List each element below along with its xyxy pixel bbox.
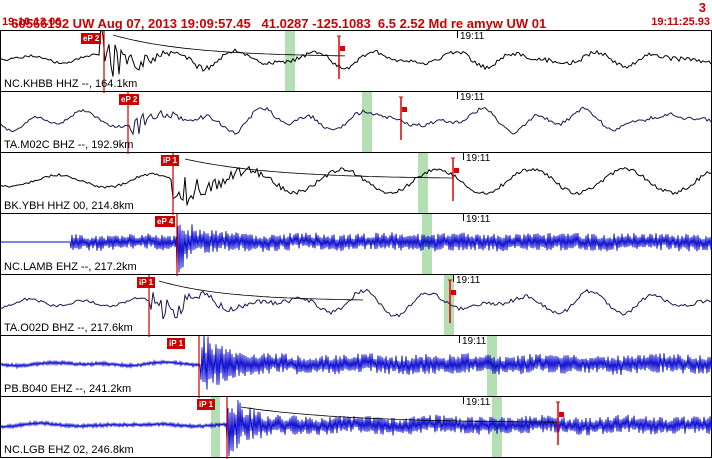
minute-tick-icon	[457, 92, 458, 99]
station-label[interactable]: NC.LAMB EHZ --, 217.2km	[4, 261, 137, 273]
coda-envelope-curve	[158, 280, 364, 301]
station-label[interactable]: BK.YBH HHZ 00, 214.8km	[4, 200, 134, 212]
coda-envelope-curve	[184, 158, 453, 179]
minute-marker: 19:11	[457, 31, 484, 42]
p-pick-label: eP 2	[81, 33, 102, 44]
event-header: 60566192 UW Aug 07, 2013 19:09:57.45 41.…	[0, 0, 712, 31]
minute-label: 19:11	[456, 275, 481, 286]
pick-window-band	[285, 31, 295, 91]
waveform[interactable]	[1, 31, 712, 93]
trace-row[interactable]: iP 1 19:11 NC.LGB EHZ 02, 246.8km	[0, 396, 712, 459]
trace-row[interactable]: eP 2 19:11 NC.KHBB HHZ --, 164.1km	[0, 30, 712, 93]
minute-marker: 19:11	[457, 92, 484, 103]
waveform-trace	[1, 31, 712, 77]
waveform[interactable]	[1, 214, 712, 276]
trace-list: eP 2 19:11 NC.KHBB HHZ --, 164.1km eP 2 …	[0, 30, 712, 459]
station-label[interactable]: TA.O02D BHZ --, 217.6km	[4, 322, 133, 334]
s-pick-flag[interactable]	[448, 279, 456, 323]
pick-window-band	[362, 92, 372, 152]
minute-marker: 19:11	[459, 336, 486, 347]
p-pick-label: eP 2	[119, 94, 140, 105]
minute-tick-icon	[463, 153, 464, 160]
minute-marker: 19:11	[463, 214, 490, 225]
window-start-time: 19:10:13.06	[2, 16, 62, 28]
minute-tick-icon	[453, 275, 454, 282]
waveform[interactable]	[1, 397, 712, 459]
s-pick-flag[interactable]	[451, 157, 459, 201]
minute-marker: 19:11	[463, 397, 490, 408]
trace-row[interactable]: eP 2 19:11 TA.M02C BHZ --, 192.9km	[0, 91, 712, 154]
coda-envelope-curve	[112, 34, 346, 57]
minute-tick-icon	[463, 214, 464, 221]
waveform-trace	[1, 106, 712, 136]
pick-window-band	[418, 153, 428, 213]
waveform-trace	[1, 224, 712, 273]
s-pick-flag[interactable]	[556, 401, 564, 445]
event-summary: 60566192 UW Aug 07, 2013 19:09:57.45 41.…	[11, 16, 547, 31]
pick-window-band	[492, 397, 502, 457]
minute-label: 19:11	[466, 153, 491, 164]
minute-marker: 19:11	[463, 153, 490, 164]
trace-row[interactable]: iP 1 19:11 PB.B040 EHZ --, 241.2km	[0, 335, 712, 398]
station-label[interactable]: PB.B040 EHZ --, 241.2km	[4, 383, 132, 395]
waveform[interactable]	[1, 336, 712, 398]
pick-window-band	[444, 275, 454, 335]
trace-row[interactable]: eP 4 19:11 NC.LAMB EHZ --, 217.2km	[0, 213, 712, 276]
minute-tick-icon	[457, 31, 458, 38]
trace-row[interactable]: iP 1 19:11 TA.O02D BHZ --, 217.6km	[0, 274, 712, 337]
waveform-trace	[1, 400, 712, 457]
p-pick-label: iP 1	[161, 155, 180, 166]
minute-label: 19:11	[460, 92, 485, 103]
station-label[interactable]: NC.LGB EHZ 02, 246.8km	[4, 444, 134, 456]
s-pick-flag[interactable]	[337, 35, 345, 79]
pick-window-band	[487, 336, 497, 396]
time-window-bar: 19:10:13.06 19:11:25.93	[0, 16, 712, 30]
minute-label: 19:11	[462, 336, 487, 347]
minute-tick-icon	[459, 336, 460, 343]
pick-window-band	[211, 397, 220, 457]
p-pick-label: iP 1	[167, 338, 186, 349]
window-end-time: 19:11:25.93	[651, 16, 710, 28]
minute-marker: 19:11	[453, 275, 480, 286]
minute-label: 19:11	[460, 31, 485, 42]
minute-label: 19:11	[466, 397, 491, 408]
waveform-trace	[1, 288, 712, 320]
p-pick-label: eP 4	[155, 216, 176, 227]
page-indicator: 3	[698, 0, 706, 15]
station-label[interactable]: NC.KHBB HHZ --, 164.1km	[4, 78, 138, 90]
s-pick-flag[interactable]	[399, 96, 407, 140]
p-pick-label: iP 1	[137, 277, 156, 288]
station-label[interactable]: TA.M02C BHZ --, 192.9km	[4, 139, 134, 151]
minute-tick-icon	[463, 397, 464, 404]
p-pick-label: iP 1	[197, 399, 216, 410]
coda-envelope-curve	[240, 406, 557, 423]
waveform-trace	[1, 336, 712, 390]
minute-label: 19:11	[466, 214, 491, 225]
trace-row[interactable]: iP 1 19:11 BK.YBH HHZ 00, 214.8km	[0, 152, 712, 215]
